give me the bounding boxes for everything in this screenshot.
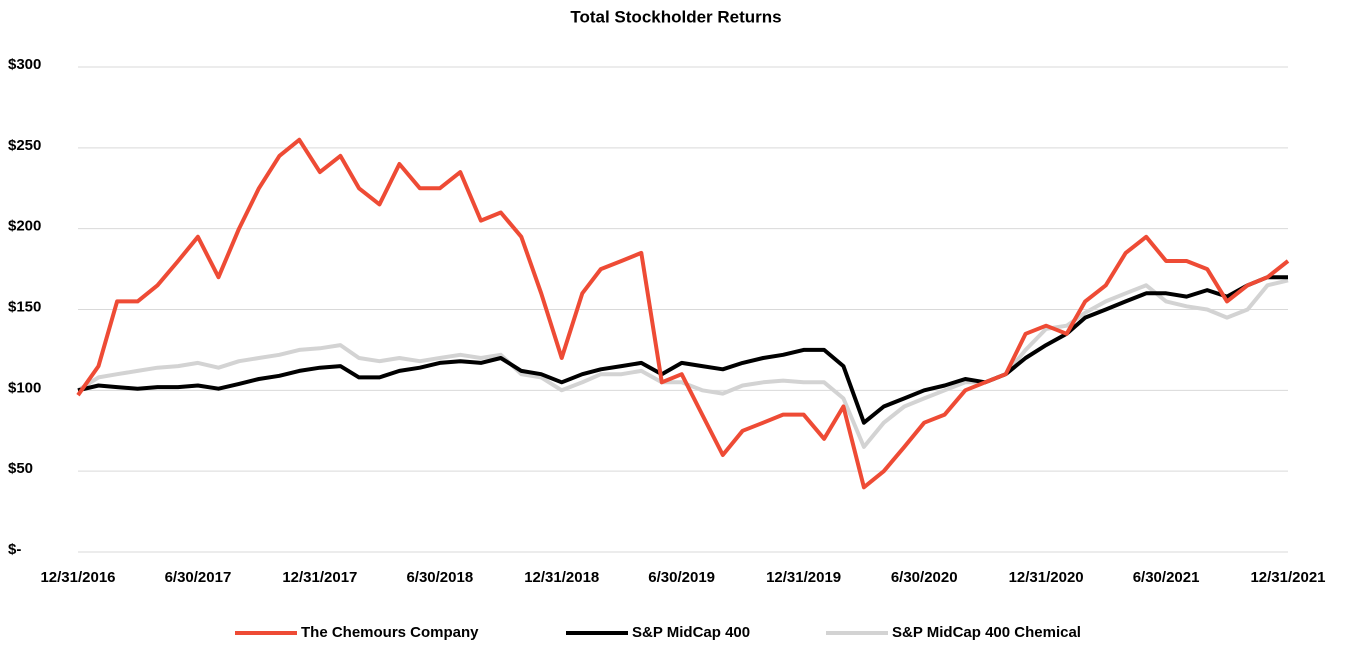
series-line xyxy=(76,278,1289,449)
chart-title: Total Stockholder Returns xyxy=(570,7,781,26)
x-tick-label: 6/30/2020 xyxy=(891,569,958,586)
legend-label: S&P MidCap 400 Chemical xyxy=(892,624,1081,641)
x-tick-label: 12/31/2018 xyxy=(524,569,599,586)
x-tick-label: 12/31/2020 xyxy=(1009,569,1084,586)
y-tick-label: $100 xyxy=(8,379,41,396)
x-tick-label: 6/30/2021 xyxy=(1133,569,1200,586)
y-tick-label: $- xyxy=(8,541,21,558)
series-line xyxy=(76,137,1290,490)
series-line xyxy=(77,275,1288,425)
x-tick-label: 6/30/2017 xyxy=(165,569,232,586)
x-tick-label: 12/31/2021 xyxy=(1250,569,1325,586)
x-tick-label: 12/31/2019 xyxy=(766,569,841,586)
x-tick-label: 6/30/2019 xyxy=(648,569,715,586)
legend-label: S&P MidCap 400 xyxy=(632,624,750,641)
y-tick-label: $50 xyxy=(8,460,33,477)
x-tick-label: 12/31/2016 xyxy=(40,569,115,586)
legend-label: The Chemours Company xyxy=(301,624,479,641)
y-tick-label: $200 xyxy=(8,218,41,235)
x-tick-label: 12/31/2017 xyxy=(282,569,357,586)
x-tick-label: 6/30/2018 xyxy=(406,569,473,586)
y-tick-label: $150 xyxy=(8,298,41,315)
y-tick-label: $300 xyxy=(8,56,41,73)
y-tick-label: $250 xyxy=(8,137,41,154)
